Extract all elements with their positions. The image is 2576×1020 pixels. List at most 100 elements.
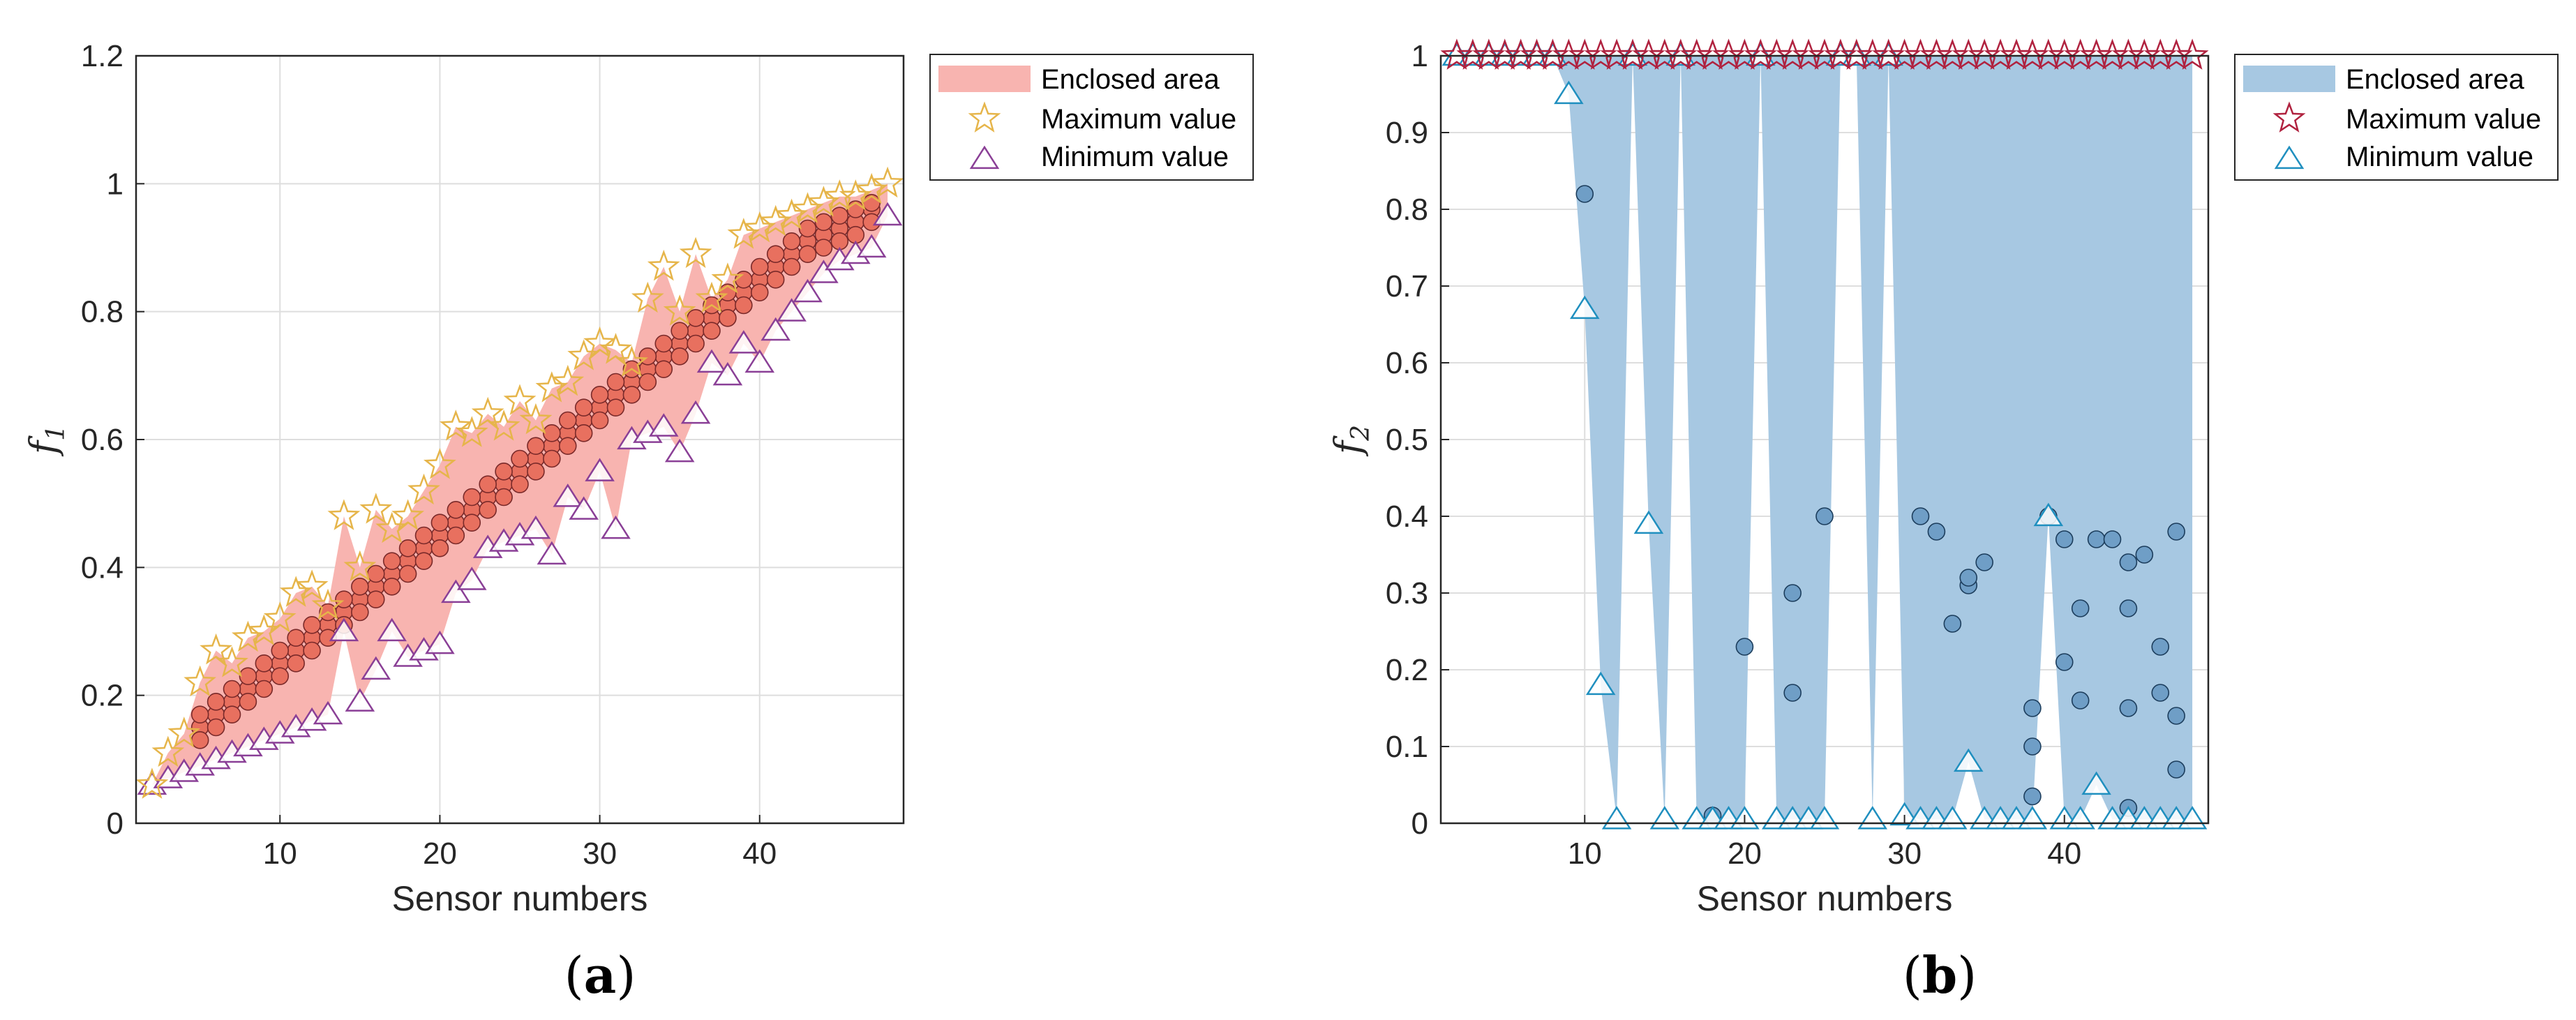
minimum-triangle-marker bbox=[569, 496, 599, 520]
minimum-triangle-marker bbox=[680, 400, 711, 424]
value-dot bbox=[382, 552, 401, 570]
maximum-star-marker bbox=[440, 410, 472, 441]
value-dot bbox=[671, 347, 689, 366]
maximum-star-marker bbox=[295, 569, 329, 601]
legend-star-icon-b bbox=[2272, 101, 2306, 133]
value-dot bbox=[511, 475, 529, 493]
chart-a: 10 20 30 40 0 0.2 0.4 0.6 0.8 1 1.2 Sensor number… bbox=[23, 39, 1254, 1005]
minimum-triangle-marker bbox=[712, 361, 743, 386]
caption-b: (b) bbox=[1903, 945, 1977, 1005]
minimum-triangle-marker bbox=[696, 349, 727, 373]
value-dot bbox=[495, 463, 513, 481]
x-ticks-b: 10 20 30 40 bbox=[1568, 815, 2081, 871]
value-dot bbox=[798, 245, 817, 263]
minimum-triangle-marker bbox=[537, 541, 567, 565]
value-dot bbox=[366, 590, 385, 608]
y-tick-label: 0.9 bbox=[1386, 116, 1428, 150]
legend-label-min-b: Minimum value bbox=[2346, 142, 2533, 172]
legend-triangle-icon-b bbox=[2274, 145, 2305, 170]
maximum-star-marker bbox=[375, 511, 408, 543]
value-dot bbox=[1911, 507, 1930, 525]
value-dot bbox=[223, 705, 241, 723]
maximum-star-marker bbox=[871, 166, 904, 198]
minimum-triangle-marker bbox=[728, 330, 759, 354]
legend-swatch-area-b bbox=[2243, 66, 2335, 92]
value-dot bbox=[2119, 599, 2138, 617]
value-dot bbox=[1783, 584, 1802, 602]
minimum-triangle-marker bbox=[744, 349, 775, 373]
y-tick-label: 0 bbox=[1411, 807, 1428, 841]
value-dot bbox=[2151, 638, 2170, 656]
value-dot bbox=[735, 296, 753, 315]
value-dot bbox=[351, 603, 369, 622]
legend-swatch-area-a bbox=[938, 66, 1031, 92]
value-dot bbox=[654, 334, 673, 353]
enclosed-area-b bbox=[1456, 56, 2193, 820]
value-dot bbox=[190, 731, 209, 749]
maximum-star-marker bbox=[2176, 38, 2209, 70]
legend-star-icon-a bbox=[968, 101, 1001, 133]
y-tick-label: 0.8 bbox=[1386, 193, 1428, 227]
value-dot bbox=[2087, 530, 2106, 548]
value-dot bbox=[2167, 707, 2185, 725]
value-dot bbox=[2023, 699, 2042, 717]
value-dot bbox=[2167, 760, 2185, 779]
value-dot bbox=[527, 437, 545, 455]
value-dot bbox=[1927, 523, 1946, 541]
value-dot bbox=[1783, 684, 1802, 702]
value-dot bbox=[735, 271, 753, 289]
maximum-star-marker bbox=[487, 410, 521, 441]
value-dot bbox=[814, 213, 833, 232]
value-dot bbox=[255, 654, 274, 673]
value-dot bbox=[574, 398, 593, 417]
maximum-star-marker bbox=[200, 633, 233, 665]
value-dot bbox=[2055, 530, 2074, 548]
value-dot bbox=[447, 501, 465, 519]
maximum-star-marker bbox=[471, 396, 504, 428]
value-dot bbox=[590, 386, 609, 404]
minimum-triangle-marker bbox=[361, 656, 391, 680]
maximum-star-marker bbox=[647, 249, 680, 281]
minimum-triangle-marker bbox=[313, 700, 343, 725]
value-dot bbox=[2023, 787, 2042, 806]
minimum-triangle-marker bbox=[377, 617, 407, 642]
y-tick-label: 0.6 bbox=[81, 423, 123, 457]
value-dot bbox=[239, 693, 257, 711]
x-tick-label: 40 bbox=[2047, 837, 2081, 871]
y-tick-label: 0 bbox=[107, 807, 123, 841]
maximum-star-marker bbox=[599, 333, 632, 364]
minimum-triangle-marker bbox=[345, 688, 375, 712]
value-dot bbox=[719, 309, 737, 327]
y-tick-label: 0.4 bbox=[1386, 500, 1428, 534]
minimum-triangle-marker bbox=[809, 260, 839, 283]
y-axis-label-a: f1 bbox=[23, 425, 70, 457]
y-tick-label: 0.3 bbox=[1386, 576, 1428, 610]
minimum-triangle-marker bbox=[585, 458, 615, 481]
value-dot bbox=[207, 718, 225, 737]
maximum-star-marker bbox=[519, 403, 553, 435]
minimum-triangle-marker bbox=[664, 438, 695, 463]
y-tick-label: 1.2 bbox=[81, 39, 123, 73]
x-tick-label: 40 bbox=[742, 837, 777, 871]
minimum-triangle-marker bbox=[601, 515, 631, 539]
value-dot bbox=[303, 641, 321, 660]
f1-dots bbox=[190, 194, 881, 749]
value-dot bbox=[750, 283, 769, 301]
maximum-star-marker bbox=[311, 588, 345, 620]
minimum-triangle-marker bbox=[2081, 771, 2111, 795]
minimum-triangle-marker bbox=[856, 234, 887, 258]
value-dot bbox=[255, 680, 274, 698]
value-dot bbox=[2071, 599, 2090, 617]
maximum-star-marker bbox=[615, 345, 648, 377]
x-tick-label: 10 bbox=[1568, 837, 1602, 871]
value-dot bbox=[2055, 653, 2074, 671]
value-dot bbox=[782, 232, 801, 250]
maximum-star-marker bbox=[135, 767, 169, 799]
legend-triangle-icon-a bbox=[969, 145, 1000, 170]
value-dot bbox=[814, 239, 833, 257]
maximum-star-marker bbox=[343, 550, 377, 582]
y-tick-label: 1 bbox=[107, 167, 123, 201]
value-dot bbox=[303, 616, 321, 634]
maximum-markers-a bbox=[135, 166, 904, 799]
y-tick-label: 0.2 bbox=[1386, 653, 1428, 687]
